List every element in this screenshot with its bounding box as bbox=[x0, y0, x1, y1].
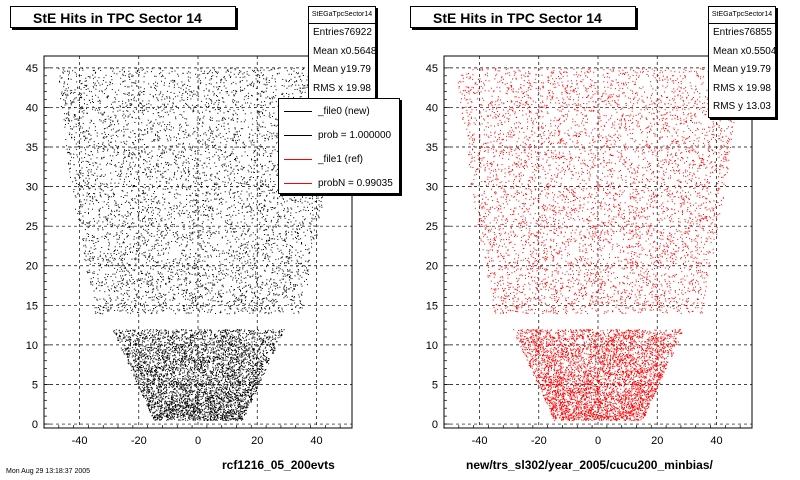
chart-title-text: StE Hits in TPC Sector 14 bbox=[433, 10, 602, 26]
plot-right: -40 -20 0 20 40 0 5 10 15 20 25 30 35 40 45 bbox=[426, 55, 753, 447]
x-tick-label: 20 bbox=[251, 435, 263, 447]
y-tick-label: 35 bbox=[26, 142, 38, 154]
y-tick-label: 30 bbox=[426, 182, 438, 194]
stats-label: RMS x bbox=[713, 82, 743, 94]
x-tick-label: -20 bbox=[531, 435, 547, 447]
y-tick-label: 15 bbox=[26, 300, 38, 312]
scatter-path-dense bbox=[513, 329, 683, 422]
chart-title: StE Hits in TPC Sector 14 bbox=[10, 6, 236, 28]
legend-entry: _file1 (ref) bbox=[279, 147, 399, 171]
stats-label: RMS x bbox=[313, 82, 343, 94]
stats-value: 19.98 bbox=[345, 82, 371, 94]
legend-label: probN = 0.99035 bbox=[318, 177, 393, 189]
stats-row: Entries 76855 bbox=[709, 24, 775, 43]
y-tick-label: 35 bbox=[426, 142, 438, 154]
stats-name: StEGaTpcSector14 bbox=[709, 7, 775, 24]
y-tick-label: 15 bbox=[426, 300, 438, 312]
scatter-path-dense bbox=[113, 329, 283, 422]
y-tick-label: 25 bbox=[426, 221, 438, 233]
stats-value: 0.5504 bbox=[745, 45, 777, 57]
y-tick-label: 10 bbox=[26, 340, 38, 352]
stats-value: 0.5648 bbox=[345, 45, 377, 57]
legend-entry: probN = 0.99035 bbox=[279, 171, 399, 193]
stats-label: Mean y bbox=[313, 64, 346, 75]
stats-label: Entries bbox=[313, 27, 345, 38]
scatter-points bbox=[457, 67, 741, 422]
x-tick-label: 0 bbox=[195, 435, 201, 447]
stats-value: 19.98 bbox=[745, 82, 771, 94]
x-axis-label: rcf1216_05_200evts bbox=[222, 458, 335, 472]
y-tick-label: 5 bbox=[432, 379, 438, 391]
legend-label: prob = 1.000000 bbox=[318, 129, 392, 141]
x-tick-label: -40 bbox=[72, 435, 88, 447]
stats-label: Mean y bbox=[713, 64, 746, 75]
x-tick-label: 40 bbox=[710, 435, 722, 447]
legend-entry: _file0 (new) bbox=[279, 99, 399, 123]
legend-line-icon bbox=[284, 158, 312, 160]
stats-value: 76855 bbox=[744, 27, 772, 38]
legend-box: _file0 (new) prob = 1.000000 _file1 (ref) p… bbox=[278, 98, 400, 194]
legend-line-icon bbox=[284, 182, 312, 184]
stats-row: Entries 76922 bbox=[309, 24, 375, 43]
stats-value: 13.03 bbox=[745, 101, 771, 112]
chart-title-text: StE Hits in TPC Sector 14 bbox=[33, 10, 202, 26]
stats-row: Mean x 0.5504 bbox=[709, 43, 777, 62]
x-axis-label: new/trs_sl302/year_2005/cucu200_minbias/ bbox=[466, 458, 713, 472]
chart-title: StE Hits in TPC Sector 14 bbox=[410, 6, 636, 28]
stats-box: StEGaTpcSector14 Entries 76855 Mean x 0.550… bbox=[708, 6, 776, 118]
y-tick-label: 20 bbox=[26, 261, 38, 273]
scatter-path bbox=[58, 68, 340, 421]
legend-entry: prob = 1.000000 bbox=[279, 123, 399, 147]
stats-label: Entries bbox=[713, 27, 745, 38]
stats-row: RMS x 19.98 bbox=[309, 80, 375, 99]
y-tick-label: 20 bbox=[426, 261, 438, 273]
stats-row: Mean x 0.5648 bbox=[309, 43, 377, 62]
stats-row: RMS x 19.98 bbox=[709, 80, 775, 99]
stats-row: RMS y 13.03 bbox=[709, 98, 775, 117]
y-tick-label: 10 bbox=[426, 340, 438, 352]
y-tick-label: 40 bbox=[26, 102, 38, 114]
x-tick-label: 0 bbox=[595, 435, 601, 447]
chart-panel-right: -40 -20 0 20 40 0 5 10 15 20 25 30 35 40 45 StE Hits i… bbox=[400, 0, 800, 480]
x-tick-label: 40 bbox=[310, 435, 322, 447]
stats-box: StEGaTpcSector14 Entries 76922 Mean x 0.564… bbox=[308, 6, 376, 99]
legend-label: _file1 (ref) bbox=[318, 153, 364, 165]
y-tick-label: 0 bbox=[432, 419, 438, 431]
y-tick-label: 40 bbox=[426, 102, 438, 114]
chart-panel-left: -40 -20 0 20 40 0 5 10 15 20 25 30 35 40 45 StE Hits i… bbox=[10, 6, 400, 472]
stats-row: Mean y 19.79 bbox=[309, 61, 375, 80]
legend-line-icon bbox=[284, 110, 312, 112]
y-tick-label: 45 bbox=[26, 63, 38, 75]
y-tick-label: 0 bbox=[32, 419, 38, 431]
x-tick-label: -20 bbox=[131, 435, 147, 447]
stats-label: Mean x bbox=[713, 45, 746, 57]
footer-timestamp: Mon Aug 29 13:18:37 2005 bbox=[6, 468, 91, 475]
stats-name: StEGaTpcSector14 bbox=[309, 7, 375, 24]
legend-label: _file0 (new) bbox=[318, 105, 370, 117]
stats-label: RMS y bbox=[713, 101, 743, 112]
scatter-path bbox=[457, 67, 741, 422]
y-tick-label: 25 bbox=[26, 221, 38, 233]
y-tick-label: 5 bbox=[32, 379, 38, 391]
stats-row: Mean y 19.79 bbox=[709, 61, 775, 80]
y-tick-label: 30 bbox=[26, 182, 38, 194]
x-tick-label: 20 bbox=[651, 435, 663, 447]
stats-label: Mean x bbox=[313, 45, 346, 57]
scatter-points bbox=[58, 68, 340, 422]
x-tick-label: -40 bbox=[472, 435, 488, 447]
stats-value: 76922 bbox=[344, 27, 372, 38]
y-tick-label: 45 bbox=[426, 63, 438, 75]
legend-line-icon bbox=[284, 134, 312, 136]
stats-value: 19.79 bbox=[345, 64, 371, 75]
stats-value: 19.79 bbox=[745, 64, 771, 75]
